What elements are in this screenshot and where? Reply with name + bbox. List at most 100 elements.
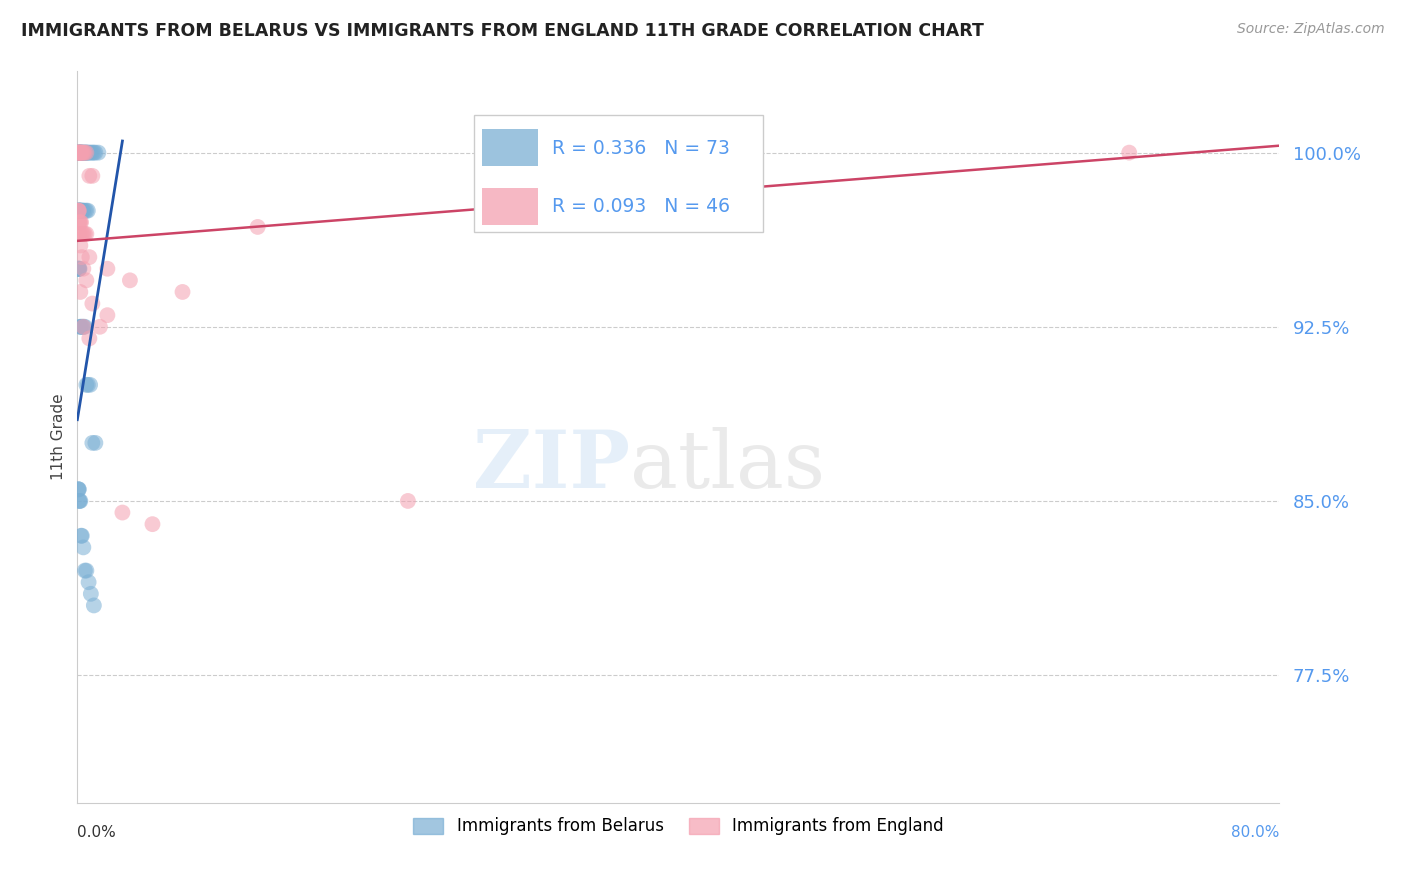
Point bbox=[70, 227, 93, 241]
Point bbox=[75, 145, 97, 160]
Point bbox=[67, 483, 90, 497]
Point bbox=[79, 331, 101, 345]
Point bbox=[75, 564, 97, 578]
Point bbox=[69, 203, 91, 218]
Point bbox=[67, 203, 90, 218]
Point bbox=[69, 145, 91, 160]
Point bbox=[76, 145, 98, 160]
Point bbox=[1118, 145, 1140, 160]
Point bbox=[67, 483, 90, 497]
Point bbox=[67, 494, 90, 508]
Point bbox=[67, 215, 90, 229]
Text: 0.0%: 0.0% bbox=[77, 825, 117, 839]
Point bbox=[67, 261, 90, 276]
Text: IMMIGRANTS FROM BELARUS VS IMMIGRANTS FROM ENGLAND 11TH GRADE CORRELATION CHART: IMMIGRANTS FROM BELARUS VS IMMIGRANTS FR… bbox=[21, 22, 984, 40]
Point bbox=[67, 203, 90, 218]
Point bbox=[67, 145, 90, 160]
Point bbox=[69, 238, 91, 252]
Point bbox=[79, 145, 101, 160]
Point bbox=[396, 494, 419, 508]
Point bbox=[67, 261, 90, 276]
Point bbox=[72, 261, 94, 276]
Point bbox=[69, 203, 91, 218]
Point bbox=[96, 308, 118, 322]
Point bbox=[70, 203, 93, 218]
Point bbox=[72, 145, 94, 160]
Point bbox=[70, 145, 93, 160]
FancyBboxPatch shape bbox=[474, 115, 762, 232]
Point bbox=[70, 529, 93, 543]
Point bbox=[70, 319, 93, 334]
Text: 80.0%: 80.0% bbox=[1232, 825, 1279, 839]
Point bbox=[73, 145, 96, 160]
Point bbox=[67, 145, 90, 160]
Point bbox=[67, 145, 90, 160]
Point bbox=[82, 145, 104, 160]
Point bbox=[75, 145, 97, 160]
Point bbox=[69, 494, 91, 508]
Point bbox=[82, 436, 104, 450]
Point bbox=[69, 145, 91, 160]
FancyBboxPatch shape bbox=[482, 129, 537, 166]
Point bbox=[76, 145, 98, 160]
Point bbox=[246, 219, 269, 234]
Point bbox=[69, 145, 91, 160]
Point bbox=[67, 145, 90, 160]
Y-axis label: 11th Grade: 11th Grade bbox=[51, 393, 66, 481]
Point bbox=[67, 145, 90, 160]
Point bbox=[73, 319, 96, 334]
Point bbox=[69, 319, 91, 334]
Point bbox=[73, 203, 96, 218]
Point bbox=[75, 273, 97, 287]
Text: Source: ZipAtlas.com: Source: ZipAtlas.com bbox=[1237, 22, 1385, 37]
Point bbox=[89, 319, 111, 334]
Point bbox=[73, 564, 96, 578]
Point bbox=[75, 145, 97, 160]
Text: R = 0.093   N = 46: R = 0.093 N = 46 bbox=[553, 197, 730, 216]
Point bbox=[72, 145, 94, 160]
FancyBboxPatch shape bbox=[482, 187, 537, 225]
Point bbox=[79, 250, 101, 264]
Point bbox=[73, 145, 96, 160]
Point bbox=[72, 227, 94, 241]
Point bbox=[70, 203, 93, 218]
Point bbox=[69, 261, 91, 276]
Point bbox=[67, 145, 90, 160]
Point bbox=[69, 494, 91, 508]
Legend: Immigrants from Belarus, Immigrants from England: Immigrants from Belarus, Immigrants from… bbox=[406, 811, 950, 842]
Point bbox=[67, 261, 90, 276]
Point bbox=[72, 203, 94, 218]
Point bbox=[69, 227, 91, 241]
Point bbox=[76, 377, 98, 392]
Point bbox=[75, 227, 97, 241]
Point bbox=[111, 506, 134, 520]
Point bbox=[70, 145, 93, 160]
Point bbox=[69, 203, 91, 218]
Point bbox=[72, 145, 94, 160]
Point bbox=[75, 203, 97, 218]
Point bbox=[67, 203, 90, 218]
Point bbox=[69, 215, 91, 229]
Point bbox=[72, 145, 94, 160]
Point bbox=[76, 203, 98, 218]
Point bbox=[80, 145, 103, 160]
Point bbox=[77, 575, 100, 590]
Point bbox=[80, 587, 103, 601]
Text: ZIP: ZIP bbox=[474, 427, 630, 506]
Point bbox=[67, 203, 90, 218]
Point bbox=[69, 145, 91, 160]
Point bbox=[69, 285, 91, 299]
Text: atlas: atlas bbox=[630, 427, 825, 506]
Point bbox=[67, 261, 90, 276]
Point bbox=[172, 285, 194, 299]
Point bbox=[67, 203, 90, 218]
Point bbox=[70, 215, 93, 229]
Point bbox=[67, 483, 90, 497]
Point bbox=[72, 203, 94, 218]
Point bbox=[87, 145, 110, 160]
Point bbox=[73, 227, 96, 241]
Point bbox=[84, 436, 107, 450]
Point bbox=[79, 169, 101, 183]
Point bbox=[70, 145, 93, 160]
Point bbox=[67, 261, 90, 276]
